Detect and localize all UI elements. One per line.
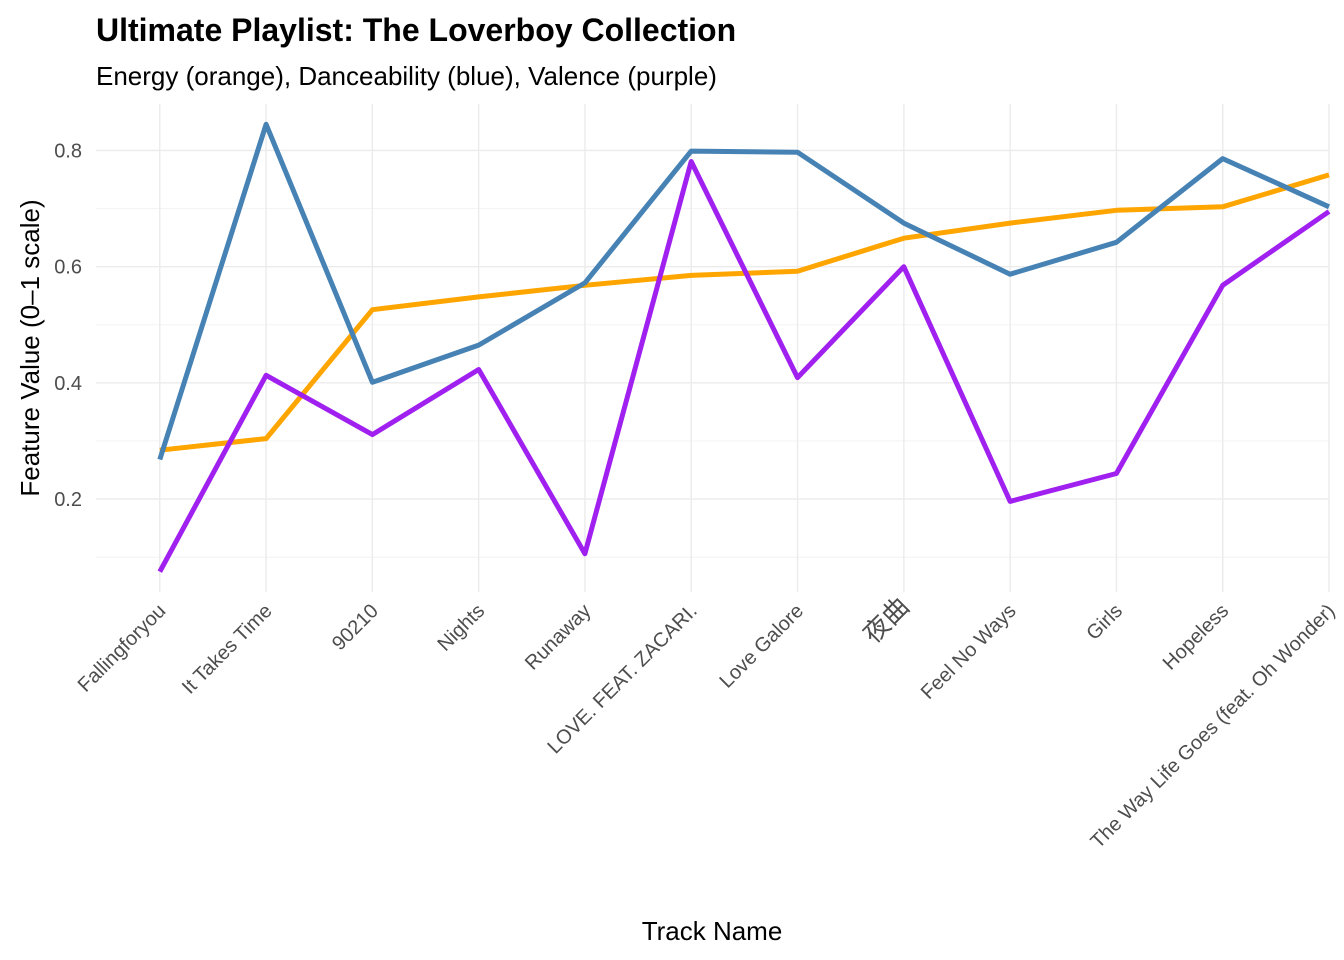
series-line-danceability [157,121,1331,461]
series-lines [157,121,1331,573]
series-line-valence [157,159,1331,573]
y-tick-label: 0.2 [54,489,82,511]
x-tick-label: 90210 [328,600,383,655]
x-tick-label: Girls [1082,600,1127,645]
y-tick-label: 0.4 [54,373,82,395]
x-tick-label: It Takes Time [178,600,277,699]
major-gridlines [96,104,1330,592]
x-tick-label: Nights [434,600,490,656]
x-axis-tick-labels: Fallingforyou It Takes Time 90210 Nights Run… [74,591,1340,853]
x-tick-label: Runaway [521,600,596,675]
y-tick-label: 0.8 [54,140,82,162]
y-tick-label: 0.6 [54,257,82,279]
x-tick-label: Love Galore [715,600,808,693]
x-axis-title: Track Name [642,916,783,946]
x-tick-label: 夜曲 [857,591,915,649]
x-tick-label: Fallingforyou [74,600,171,697]
x-tick-label: Hopeless [1159,600,1234,675]
x-tick-label: Feel No Ways [917,600,1021,704]
chart-title: Ultimate Playlist: The Loverboy Collecti… [96,12,736,48]
y-axis-title: Feature Value (0–1 scale) [15,199,45,496]
y-axis-tick-labels: 0.2 0.4 0.6 0.8 [54,140,82,511]
x-tick-label: The Way Life Goes (feat. Oh Wonder) [1087,600,1340,853]
chart-subtitle: Energy (orange), Danceability (blue), Va… [96,61,717,91]
